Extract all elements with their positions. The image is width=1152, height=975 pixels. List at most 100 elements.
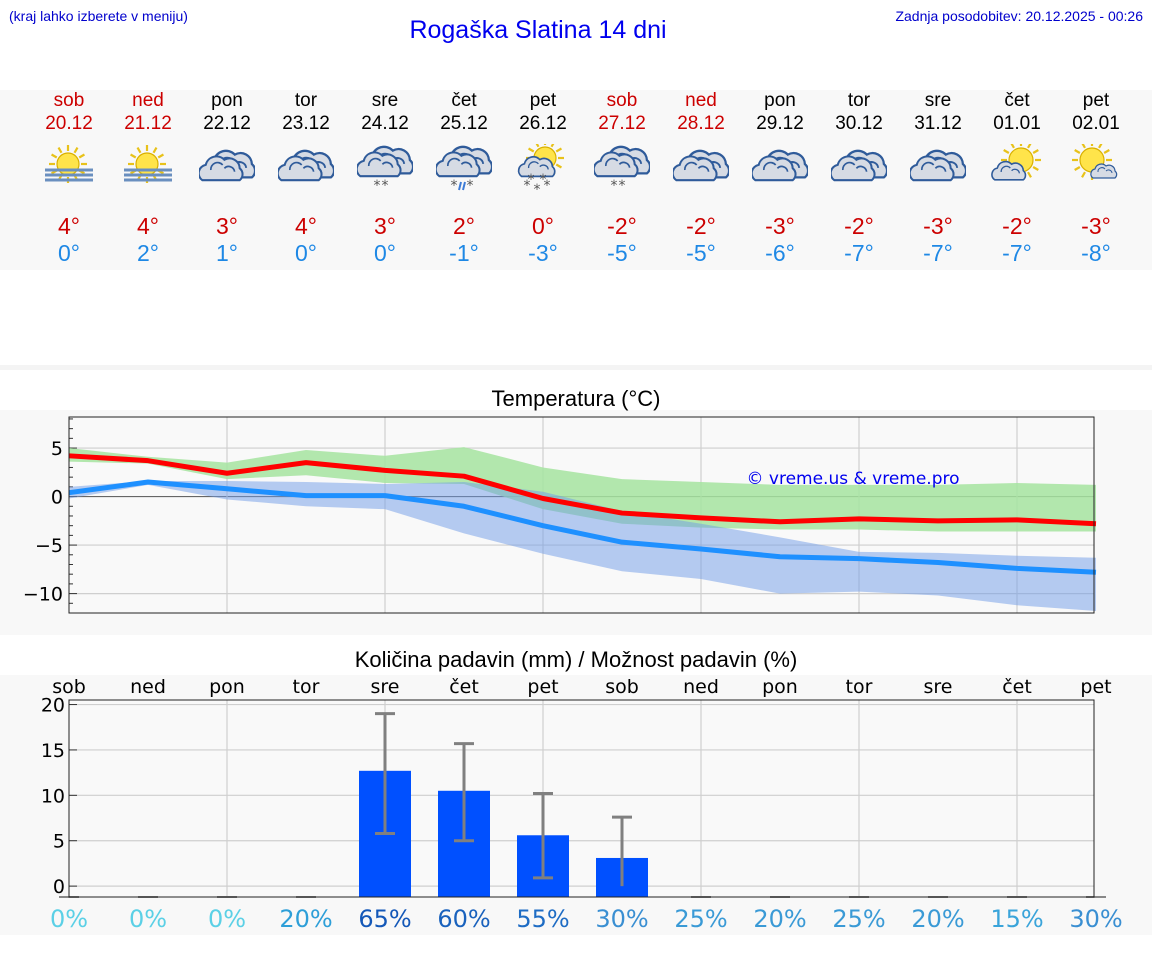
min-temperature: 0° bbox=[374, 240, 396, 266]
precipitation-probability: 20% bbox=[753, 905, 806, 933]
x-category-label: čet bbox=[1002, 676, 1032, 698]
min-temperature: -6° bbox=[765, 240, 795, 266]
day-name: ned bbox=[685, 90, 717, 111]
min-temperature: 1° bbox=[216, 240, 238, 266]
day-date: 27.12 bbox=[598, 113, 646, 134]
day-date: 31.12 bbox=[914, 113, 962, 134]
sun-small-cloud-icon bbox=[1072, 144, 1118, 180]
precipitation-probability: 15% bbox=[990, 905, 1043, 933]
day-forecast: ned 21.12 4° 2° bbox=[108, 90, 188, 266]
precipitation-probability: 55% bbox=[516, 905, 569, 933]
svg-text:*: * bbox=[611, 178, 618, 194]
day-date: 02.01 bbox=[1072, 113, 1120, 134]
day-name: tor bbox=[847, 90, 871, 111]
min-temperature: 0° bbox=[295, 240, 317, 266]
y-tick-label: 5 bbox=[51, 438, 63, 460]
svg-text:*: * bbox=[534, 182, 541, 198]
day-forecast: pet 02.01 -3° -8° bbox=[1056, 90, 1136, 266]
separator bbox=[0, 365, 1152, 370]
y-tick-label: 0 bbox=[53, 876, 65, 898]
max-temperature: 4° bbox=[137, 213, 159, 239]
x-category-label: sre bbox=[924, 676, 953, 698]
day-date: 26.12 bbox=[519, 113, 567, 134]
day-name: ned bbox=[132, 90, 164, 111]
x-category-label: sre bbox=[371, 676, 400, 698]
max-temperature: -2° bbox=[844, 213, 874, 239]
min-temperature: 2° bbox=[137, 240, 159, 266]
x-category-label: ned bbox=[130, 676, 166, 698]
x-category-label: pon bbox=[209, 676, 245, 698]
y-tick-label: −5 bbox=[35, 535, 63, 557]
page-title: Rogaška Slatina 14 dni bbox=[409, 16, 667, 44]
precipitation-probability: 25% bbox=[674, 905, 727, 933]
precipitation-probability: 0% bbox=[129, 905, 167, 933]
precipitation-probability: 20% bbox=[279, 905, 332, 933]
day-date: 20.12 bbox=[45, 113, 93, 134]
precipitation-chart-title: Količina padavin (mm) / Možnost padavin … bbox=[354, 647, 798, 672]
error-bar bbox=[612, 815, 632, 887]
x-category-label: sob bbox=[605, 676, 639, 698]
day-name: sob bbox=[53, 90, 85, 111]
cloud-snow-icon: * * bbox=[594, 145, 650, 194]
error-bar bbox=[375, 712, 395, 835]
day-name: pet bbox=[1082, 90, 1110, 111]
day-date: 21.12 bbox=[124, 113, 172, 134]
day-forecast: sob 27.12 * * -2° -5° bbox=[582, 90, 662, 266]
sun-fog-icon bbox=[124, 145, 172, 183]
y-tick-label: 15 bbox=[41, 740, 65, 762]
precipitation-probability: 0% bbox=[50, 905, 88, 933]
min-temperature: -7° bbox=[923, 240, 953, 266]
day-forecast: pon 29.12 -3° -6° bbox=[740, 90, 820, 266]
max-temperature: 3° bbox=[374, 213, 396, 239]
max-temperature: -2° bbox=[1002, 213, 1032, 239]
day-forecast: tor 30.12 -2° -7° bbox=[819, 90, 899, 266]
max-temperature: 2° bbox=[453, 213, 475, 239]
day-name: pon bbox=[764, 90, 796, 111]
svg-text:*: * bbox=[540, 172, 547, 188]
max-temperature-line bbox=[68, 453, 1097, 527]
cloudy-icon bbox=[199, 149, 255, 182]
plot-area bbox=[69, 700, 1094, 897]
day-forecast: ned 28.12 -2° -5° bbox=[661, 90, 741, 266]
min-temperature-range bbox=[69, 481, 1096, 612]
cloudy-icon bbox=[831, 149, 887, 182]
day-forecast: pon 22.12 3° 1° bbox=[187, 90, 267, 266]
day-forecast: čet 25.12 * * 2° -1° bbox=[424, 90, 504, 266]
min-temperature: -3° bbox=[528, 240, 558, 266]
temperature-chart-title: Temperatura (°C) bbox=[491, 386, 661, 411]
cloudy-icon bbox=[910, 149, 966, 182]
y-tick-label: 20 bbox=[41, 695, 65, 717]
sun-snow-icon: * * ** * bbox=[517, 144, 564, 198]
max-temperature: -2° bbox=[607, 213, 637, 239]
min-temperature: -5° bbox=[607, 240, 637, 266]
precipitation-probability: 30% bbox=[595, 905, 648, 933]
x-category-label: ned bbox=[683, 676, 719, 698]
svg-text:*: * bbox=[528, 172, 535, 188]
min-temperature: -1° bbox=[449, 240, 479, 266]
x-category-label: pon bbox=[762, 676, 798, 698]
y-tick-label: −10 bbox=[23, 584, 63, 606]
svg-text:*: * bbox=[467, 178, 474, 194]
x-category-label: čet bbox=[449, 676, 479, 698]
min-temperature: 0° bbox=[58, 240, 80, 266]
y-tick-label: 5 bbox=[53, 831, 65, 853]
day-forecast: pet 26.12 * * * * * 0° -3° bbox=[503, 90, 583, 266]
x-category-label: pet bbox=[1080, 676, 1111, 698]
max-temperature: -3° bbox=[923, 213, 953, 239]
precipitation-probability: 0% bbox=[208, 905, 246, 933]
day-forecast: čet 01.01 -2° -7° bbox=[977, 90, 1057, 266]
svg-text:*: * bbox=[524, 178, 531, 194]
day-name: čet bbox=[451, 90, 477, 111]
precipitation-probability: 25% bbox=[832, 905, 885, 933]
daily-forecast: sob 20.12 4° 0° ned 21.12 4° 2° pon 22.12 3° 1° tor 2… bbox=[0, 90, 1152, 270]
x-category-label: pet bbox=[527, 676, 558, 698]
max-temperature: 4° bbox=[58, 213, 80, 239]
min-temperature: -8° bbox=[1081, 240, 1111, 266]
sun-cloud-icon bbox=[991, 144, 1041, 181]
min-temperature: -7° bbox=[1002, 240, 1032, 266]
x-category-label: tor bbox=[846, 676, 873, 698]
svg-text:*: * bbox=[619, 178, 626, 194]
location-hint: (kraj lahko izberete v meniju) bbox=[9, 8, 188, 24]
day-name: tor bbox=[294, 90, 318, 111]
